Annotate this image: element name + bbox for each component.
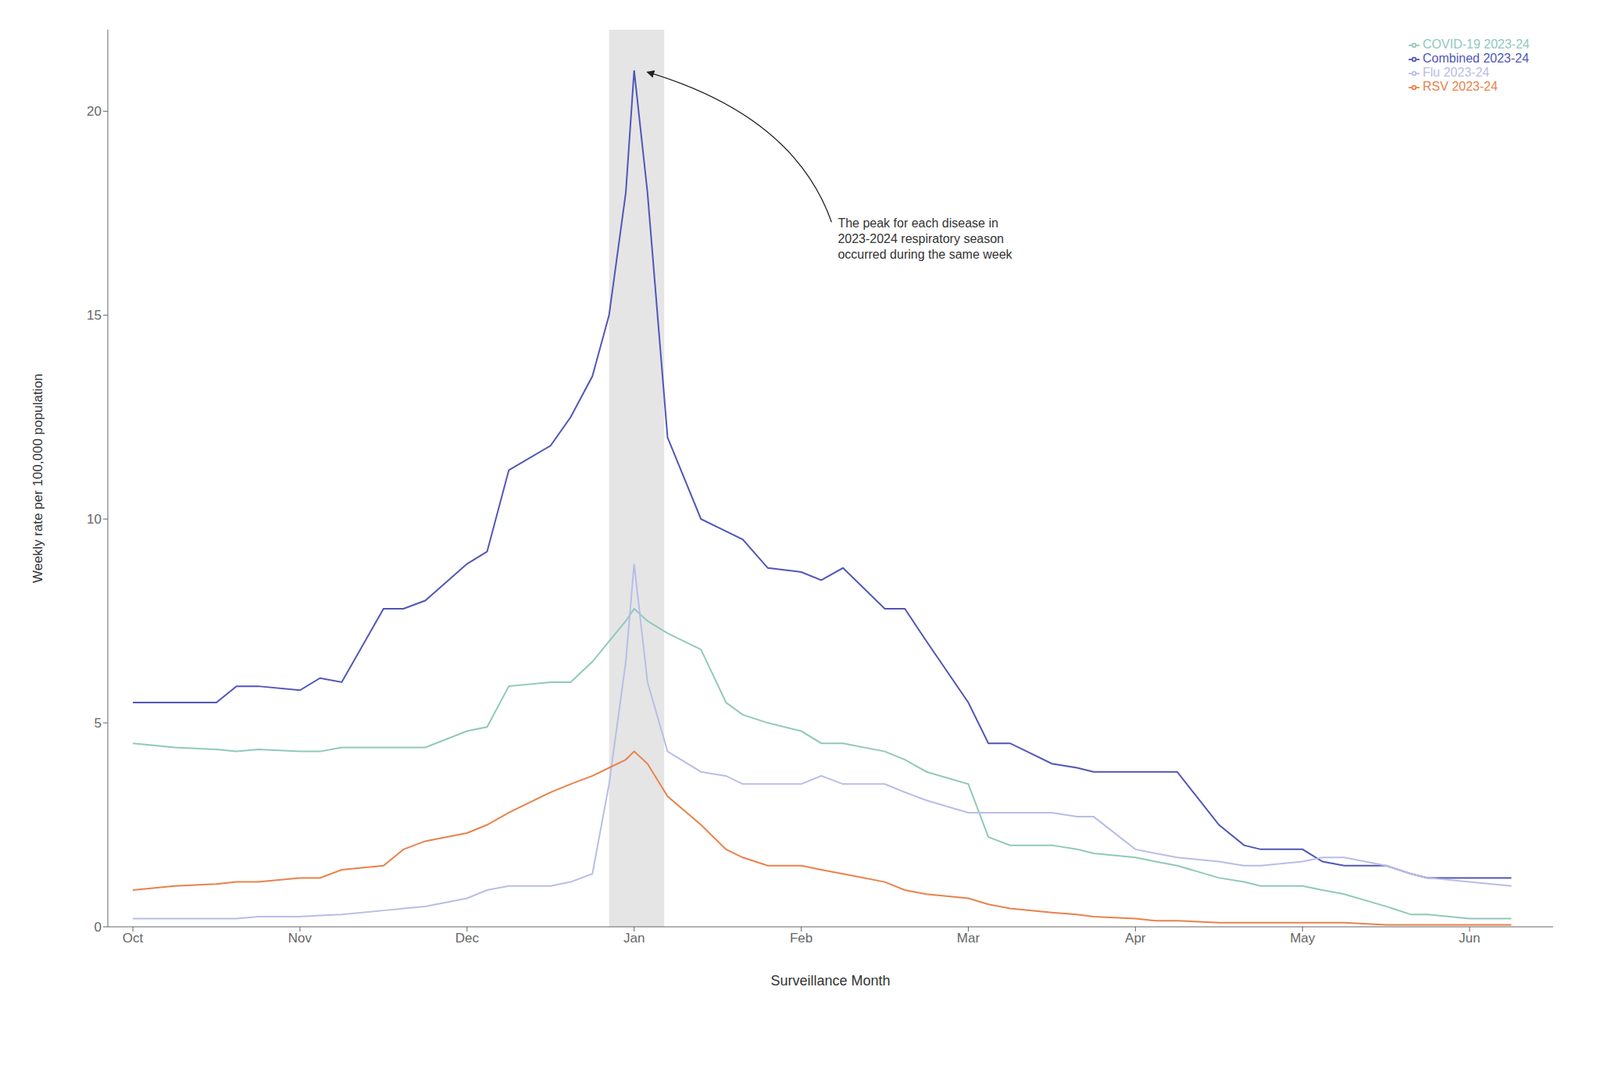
html-text:COVID-19 2023-24: COVID-19 2023-24 [1422, 37, 1530, 51]
svg-text:Apr: Apr [1125, 930, 1147, 946]
svg-text:Jan: Jan [623, 930, 645, 946]
html-text:Combined 2023-24: Combined 2023-24 [1422, 51, 1529, 65]
svg-text:Oct: Oct [122, 930, 144, 946]
svg-text:Jun: Jun [1458, 930, 1480, 946]
html-text:RSV 2023-24: RSV 2023-24 [1422, 79, 1498, 93]
svg-text:15: 15 [86, 307, 102, 323]
svg-text:0: 0 [94, 919, 102, 935]
svg-text:Nov: Nov [288, 930, 313, 946]
svg-text:Weekly rate per 100,000 popula: Weekly rate per 100,000 population [30, 373, 46, 583]
svg-text:20: 20 [86, 103, 102, 119]
svg-text:The peak for each disease in20: The peak for each disease in2023-2024 re… [837, 216, 1013, 261]
svg-text:Mar: Mar [957, 930, 981, 946]
html-text:Flu 2023-24: Flu 2023-24 [1422, 65, 1490, 79]
svg-text:Dec: Dec [455, 930, 480, 946]
svg-text:Surveillance Month: Surveillance Month [770, 972, 890, 989]
svg-text:May: May [1289, 930, 1316, 946]
svg-text:10: 10 [86, 511, 102, 527]
svg-text:5: 5 [94, 715, 102, 731]
svg-text:Feb: Feb [789, 930, 813, 946]
